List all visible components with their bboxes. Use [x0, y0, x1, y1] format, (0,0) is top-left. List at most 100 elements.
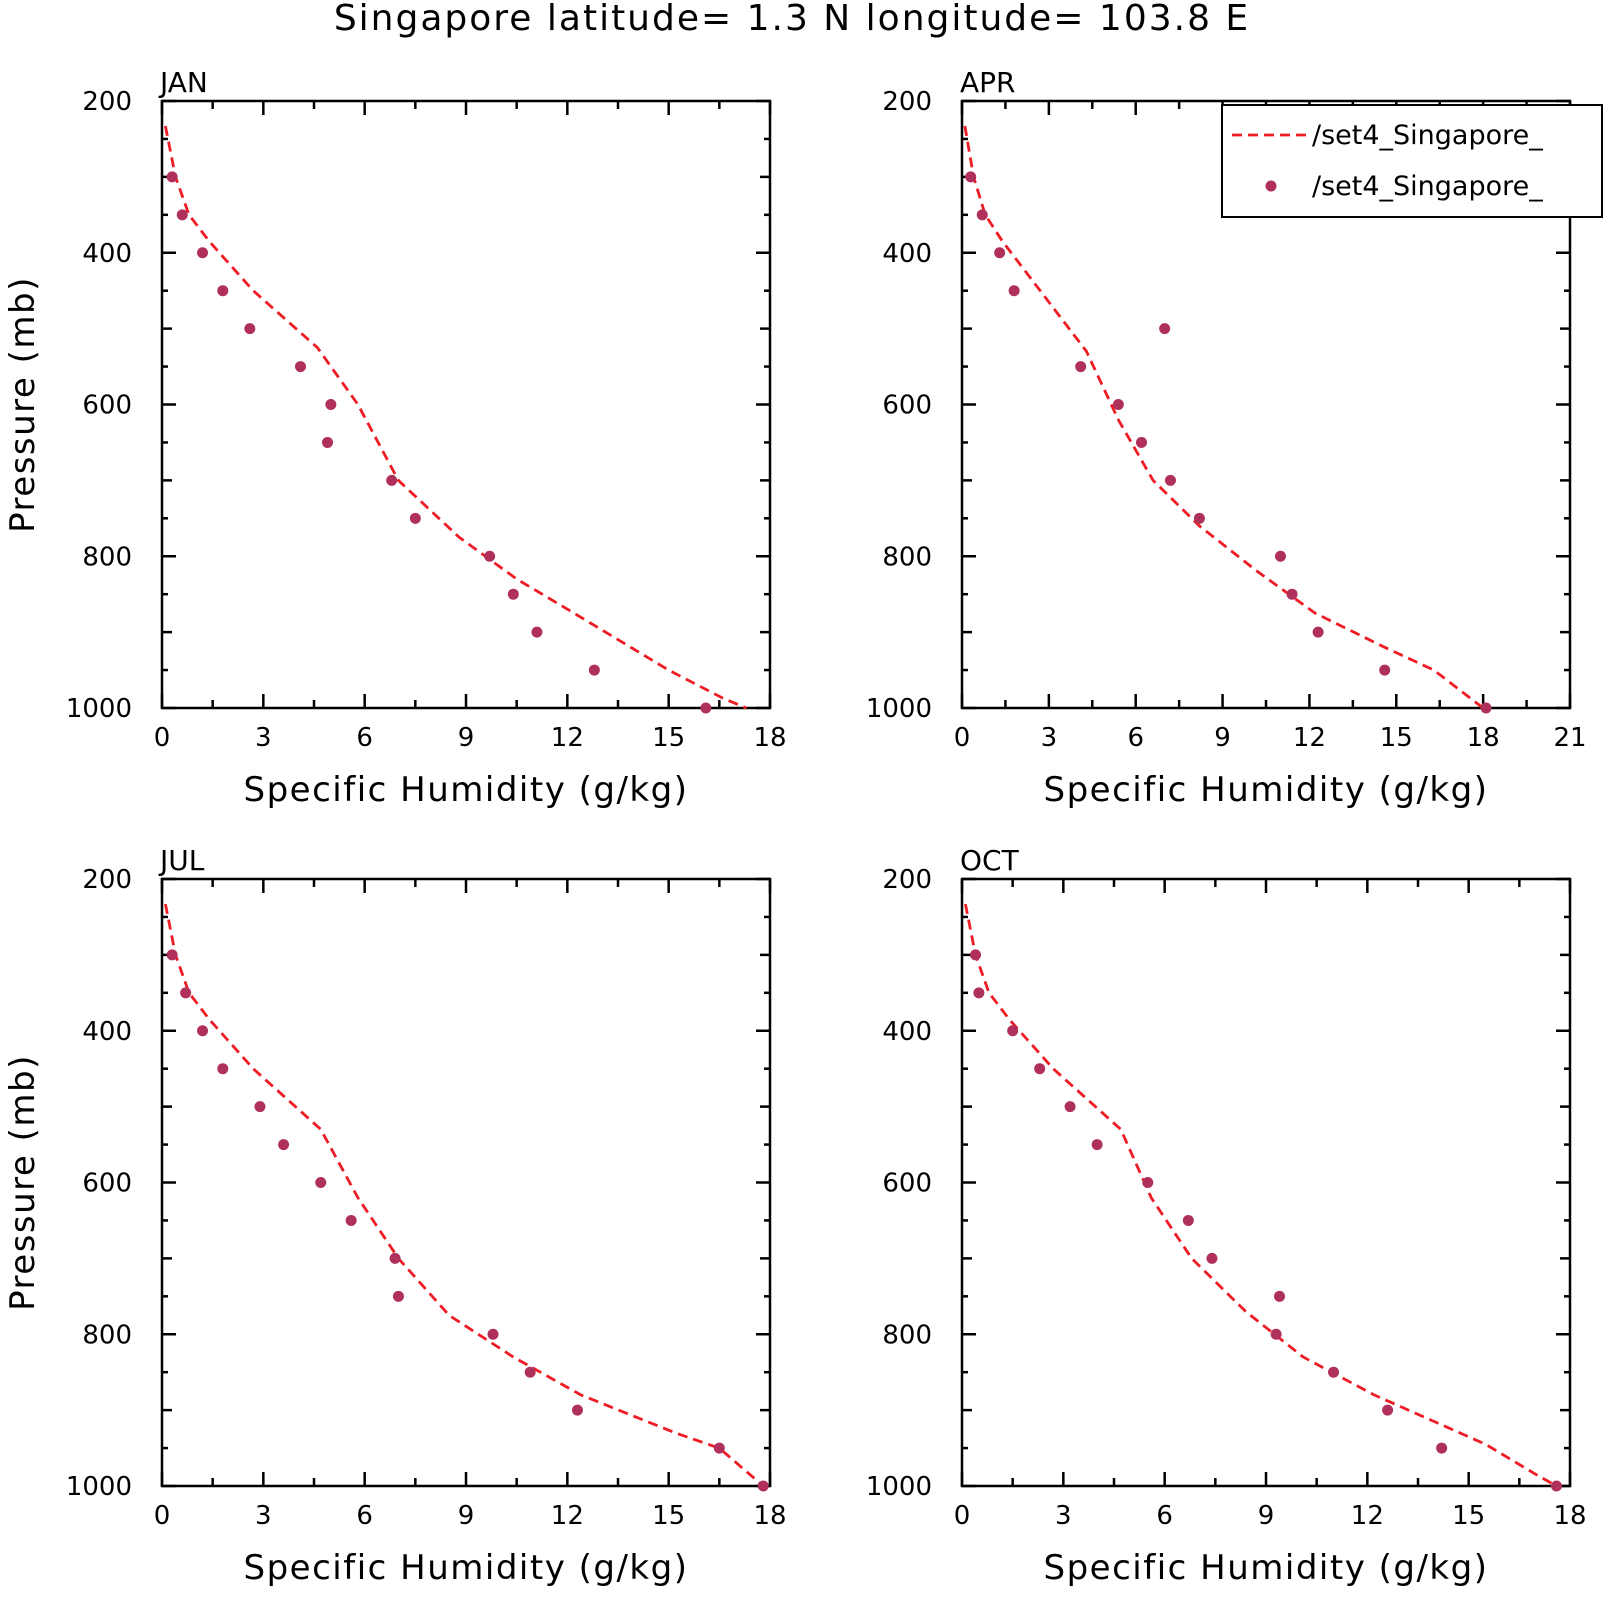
x-tick-label: 0	[154, 723, 171, 753]
obs-point	[1286, 588, 1298, 600]
y-tick-label: 200	[82, 87, 132, 117]
figure-title: Singapore latitude= 1.3 N longitude= 103…	[334, 0, 1250, 39]
obs-point	[1328, 1366, 1340, 1378]
legend: /set4_Singapore_ /set4_Singapore_	[1221, 104, 1603, 218]
obs-point	[965, 171, 977, 183]
obs-point	[1112, 399, 1124, 410]
obs-point	[1182, 1214, 1194, 1226]
obs-point	[180, 987, 192, 999]
obs-point	[1274, 1290, 1286, 1302]
panel-title: APR	[960, 66, 1016, 99]
obs-point	[757, 1480, 769, 1492]
x-tick-label: 12	[551, 1501, 584, 1531]
obs-point	[484, 550, 496, 562]
obs-point	[524, 1366, 536, 1378]
obs-point	[386, 474, 398, 486]
obs-point	[1379, 664, 1391, 676]
x-tick-label: 9	[458, 1501, 475, 1531]
x-tick-label: 3	[255, 723, 272, 753]
panel-title: OCT	[960, 844, 1020, 877]
x-tick-label: 6	[1127, 723, 1144, 753]
y-tick-label: 600	[882, 391, 932, 421]
obs-point	[970, 949, 982, 961]
obs-point	[994, 247, 1006, 259]
obs-point	[1091, 1139, 1103, 1151]
obs-point	[1142, 1177, 1154, 1188]
y-tick-label: 800	[82, 542, 132, 572]
plot-frame	[160, 877, 772, 1488]
plot-frame	[960, 877, 1572, 1488]
obs-point	[244, 323, 256, 335]
obs-point	[531, 626, 543, 638]
x-tick-label: 12	[551, 723, 584, 753]
x-tick-label: 3	[1055, 1501, 1072, 1531]
obs-point	[166, 949, 178, 961]
obs-point	[322, 436, 334, 448]
obs-point	[1206, 1252, 1218, 1264]
x-tick-label: 18	[1467, 723, 1500, 753]
y-tick-label: 800	[82, 1320, 132, 1350]
model-dashed-line	[964, 903, 1558, 1488]
x-tick-label: 18	[753, 1501, 786, 1531]
obs-point	[325, 399, 337, 410]
y-tick-label: 800	[882, 542, 932, 572]
x-tick-label: 15	[1380, 723, 1413, 753]
obs-point	[1064, 1101, 1076, 1113]
y-tick-label: 800	[882, 1320, 932, 1350]
panel-title: JAN	[158, 66, 208, 99]
obs-point	[1034, 1063, 1046, 1075]
obs-point	[487, 1328, 499, 1340]
y-tick-label: 200	[882, 87, 932, 117]
obs-point	[1193, 512, 1205, 524]
obs-point	[1312, 626, 1324, 638]
obs-point	[1270, 1328, 1282, 1340]
obs-point	[409, 512, 421, 524]
obs-point	[197, 247, 209, 259]
y-tick-label: 600	[82, 391, 132, 421]
x-tick-label: 0	[954, 723, 971, 753]
y-tick-label: 400	[882, 239, 932, 269]
obs-point	[254, 1101, 266, 1113]
panel-title: JUL	[158, 844, 205, 877]
x-tick-label: 21	[1553, 723, 1586, 753]
obs-point	[217, 1063, 229, 1075]
obs-point	[973, 987, 985, 999]
obs-point	[1382, 1404, 1394, 1416]
obs-point	[315, 1177, 327, 1188]
obs-point	[1075, 361, 1087, 373]
panel-jan: JAN 0 3 6 9 12 15 18 200 400 600 800 1000 Specific Hu…	[3, 66, 787, 810]
obs-point	[278, 1139, 290, 1151]
x-tick-label: 0	[154, 1501, 171, 1531]
obs-point	[1274, 550, 1286, 562]
y-tick-label: 1000	[66, 1472, 132, 1502]
obs-point	[713, 1442, 725, 1454]
obs-point	[571, 1404, 583, 1416]
x-tick-label: 15	[652, 1501, 685, 1531]
obs-point	[345, 1214, 357, 1226]
model-dashed-line	[164, 903, 765, 1488]
legend-label-obs: /set4_Singapore_	[1312, 171, 1543, 202]
x-tick-label: 9	[1214, 723, 1231, 753]
y-tick-label: 400	[82, 239, 132, 269]
x-axis-title: Specific Humidity (g/kg)	[1044, 1548, 1489, 1588]
obs-point	[588, 664, 600, 676]
obs-point	[392, 1290, 404, 1302]
obs-point	[976, 209, 988, 221]
x-tick-label: 12	[1293, 723, 1326, 753]
obs-point	[166, 171, 178, 183]
y-tick-label: 600	[882, 1169, 932, 1199]
obs-point	[1164, 474, 1176, 486]
obs-point	[700, 702, 712, 714]
y-tick-label: 600	[82, 1169, 132, 1199]
model-dashed-line	[963, 125, 1484, 710]
obs-point	[389, 1252, 401, 1264]
x-tick-label: 18	[1553, 1501, 1586, 1531]
obs-point	[1436, 1442, 1448, 1454]
panels: JAN 0 3 6 9 12 15 18 200 400 600 800 1000 Specific Hu…	[3, 66, 1587, 1588]
x-tick-label: 3	[255, 1501, 272, 1531]
y-axis-title: Pressure (mb)	[3, 276, 43, 533]
x-tick-label: 9	[1258, 1501, 1275, 1531]
obs-point	[176, 209, 188, 221]
obs-point	[1550, 1480, 1562, 1492]
